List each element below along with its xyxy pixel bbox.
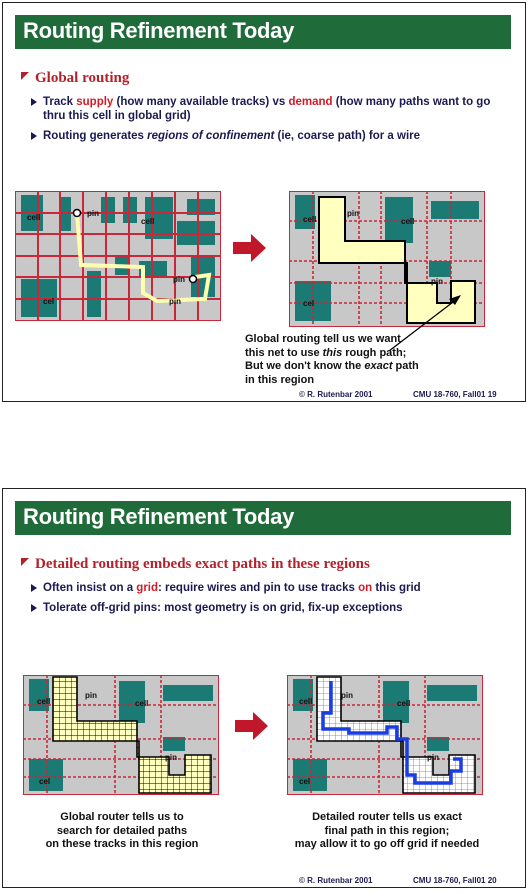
text: Often insist on a <box>43 582 137 594</box>
pin-label: pin <box>165 753 177 762</box>
slide-20: Routing Refinement Today Detailed routin… <box>2 488 526 888</box>
pin-label: pin <box>85 691 97 700</box>
bullet-text: Global routing <box>35 70 130 86</box>
text: this grid <box>372 582 421 594</box>
slide2-caption-right: Detailed router tells us exact final pat… <box>257 811 517 852</box>
caption-line: this net to use this rough path; <box>245 347 419 361</box>
text: Track <box>43 96 77 108</box>
slide1-caption: Global routing tell us we want this net … <box>245 333 419 387</box>
bullet-detailed-routing: Detailed routing embeds exact paths in t… <box>21 556 370 573</box>
pin-label: pin <box>427 753 439 762</box>
footer-course-page: CMU 18-760, Fall01 20 <box>413 876 497 885</box>
caption-line: Global router tells us to <box>60 811 184 823</box>
text: rough path; <box>342 346 407 359</box>
demand-word: demand <box>288 96 333 108</box>
grid-word: grid <box>136 582 159 594</box>
text: Tolerate off-grid pins: most geometry is… <box>43 602 403 614</box>
title-bar: Routing Refinement Today <box>15 15 511 49</box>
detailed-tracks-figure <box>23 675 219 795</box>
pin-label: pin <box>87 209 99 218</box>
text: But we don't know the <box>245 360 365 372</box>
pin-label: pin <box>173 275 185 284</box>
cell-label: cell <box>299 697 313 706</box>
text: this net to use <box>245 346 323 359</box>
sub-bullet-regions: Routing generates regions of confinement… <box>31 129 513 143</box>
cell-label: cel <box>299 777 311 786</box>
arrow-bullet-icon <box>31 584 37 592</box>
right-arrow-icon <box>235 712 268 740</box>
caption-line: Global routing tell us we want <box>245 333 401 345</box>
arrow-bullet-icon <box>31 132 37 140</box>
text: : require wires and pin to use tracks <box>158 582 359 594</box>
caption-line: on these tracks in this region <box>45 838 199 850</box>
global-grid-figure <box>15 191 221 321</box>
caption-line: in this region <box>245 373 315 386</box>
cell-label: cell <box>141 217 155 226</box>
cell-label: cell <box>303 215 317 224</box>
region-figure <box>289 191 485 327</box>
cell-label: cell <box>135 699 149 708</box>
italic-word: exact <box>364 360 393 372</box>
sub-bullet-offgrid: Tolerate off-grid pins: most geometry is… <box>31 601 513 615</box>
detailed-path-figure <box>287 675 483 795</box>
cell-label: cel <box>303 299 315 308</box>
supply-word: supply <box>76 96 114 108</box>
text: (ie, coarse path) for a wire <box>274 130 421 142</box>
on-word: on <box>358 582 373 594</box>
bullet-marker-icon <box>21 558 29 566</box>
caption-line: may allow it to go off grid if needed <box>294 838 480 850</box>
pointer-arrow-icon <box>388 295 461 352</box>
bullet-text: Detailed routing embeds exact paths in t… <box>35 556 370 572</box>
pin-label: pin <box>347 209 359 218</box>
arrow-bullet-icon <box>31 98 37 106</box>
slide-19: Routing Refinement Today Global routing … <box>2 2 526 402</box>
cell-label: cel <box>39 777 51 786</box>
caption-line: Detailed router tells us exact <box>312 811 462 823</box>
cell-label: cel <box>43 297 55 306</box>
text: path <box>392 360 419 372</box>
italic-word: this <box>322 346 343 359</box>
text: Routing generates <box>43 130 148 142</box>
footer-copyright: © R. Rutenbar 2001 <box>299 876 373 885</box>
cell-label: cell <box>401 217 415 226</box>
text: (how many available tracks) vs <box>113 96 289 108</box>
text: (how many paths want to go thru this cel… <box>43 96 491 122</box>
caption-line: final path in this region; <box>324 824 450 837</box>
bullet-marker-icon <box>21 72 29 80</box>
arrow-bullet-icon <box>31 604 37 612</box>
sub-bullet-supply-demand: Track supply (how many available tracks)… <box>31 95 513 123</box>
pin-label: pin <box>431 277 443 286</box>
footer-copyright: © R. Rutenbar 2001 <box>299 390 373 399</box>
slide-title: Routing Refinement Today <box>23 18 295 43</box>
title-bar: Routing Refinement Today <box>15 501 511 535</box>
slide-title: Routing Refinement Today <box>23 504 295 529</box>
italic-phrase: regions of confinement <box>147 130 275 142</box>
cell-label: cell <box>397 699 411 708</box>
footer-course-page: CMU 18-760, Fall01 19 <box>413 390 497 399</box>
cell-label: cell <box>27 213 41 222</box>
caption-line: search for detailed paths <box>56 824 188 837</box>
cell-label: cell <box>37 697 51 706</box>
pin-label: pin <box>341 691 353 700</box>
sub-bullet-grid: Often insist on a grid: require wires an… <box>31 581 513 595</box>
slide2-caption-left: Global router tells us to search for det… <box>27 811 217 852</box>
right-arrow-icon <box>233 234 266 262</box>
bullet-global-routing: Global routing <box>21 70 129 87</box>
pin-label: pin <box>169 297 181 306</box>
caption-line: But we don't know the exact path <box>245 360 419 374</box>
